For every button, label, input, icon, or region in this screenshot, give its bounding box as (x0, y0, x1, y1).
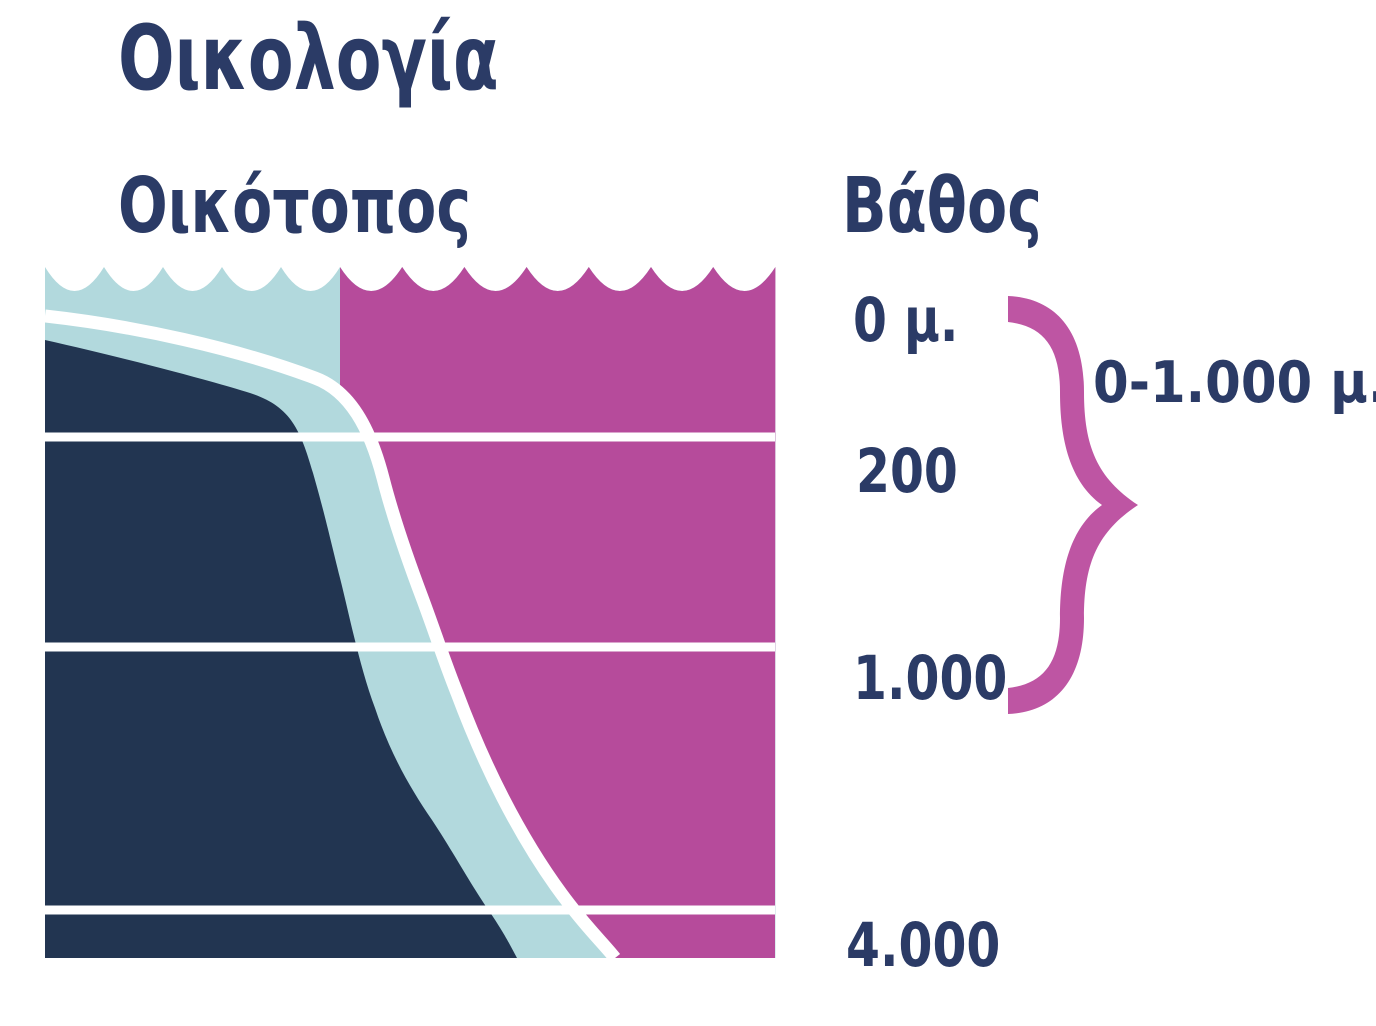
depth-marker-1000: 1.000 (853, 643, 1008, 714)
depth-marker-4000: 4.000 (846, 910, 1001, 981)
depth-column-heading: Βάθος (842, 162, 1042, 251)
habitat-column-heading: Οικότοπος (118, 162, 472, 251)
depth-marker-0m: 0 μ. (853, 285, 959, 356)
depth-range-brace (1008, 296, 1138, 714)
sea-cross-section-diagram (45, 267, 776, 963)
brace-shape (1008, 296, 1138, 714)
depth-range-label: 0-1.000 μ. (1093, 350, 1376, 416)
page-title: Οικολογία (118, 6, 499, 111)
seafloor-line (45, 309, 621, 963)
depth-marker-200: 200 (856, 436, 958, 507)
